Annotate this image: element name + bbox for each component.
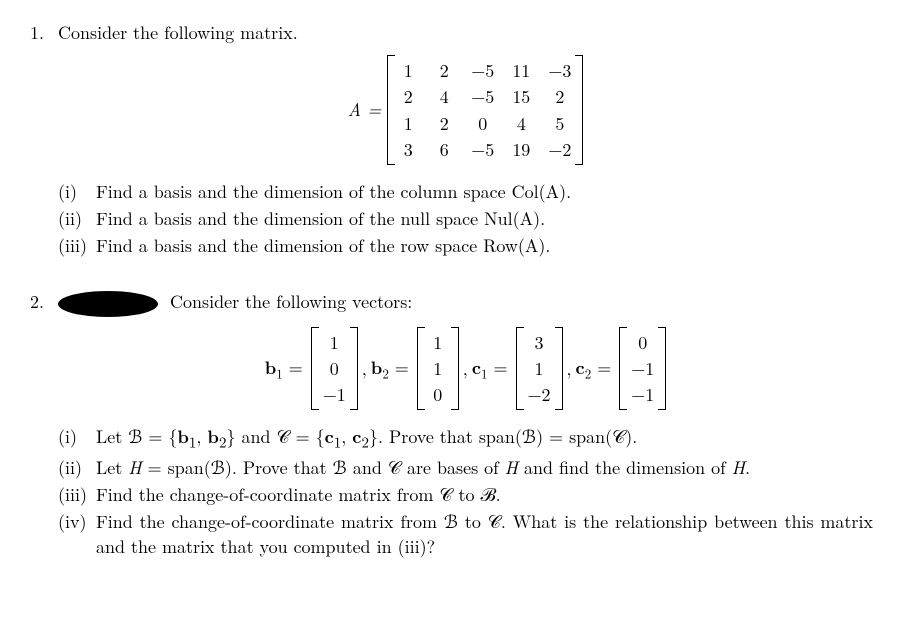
right-bracket <box>575 55 583 165</box>
part-i: (i) Find a basis and the dimension of th… <box>58 179 873 204</box>
part-label: (i) <box>58 179 96 204</box>
matrix-cells: 12−511−324−51521204536−519−2 <box>395 55 575 165</box>
separator: , <box>463 356 468 381</box>
matrix-cell: 11 <box>512 58 530 83</box>
problem-2: 2. Consider the following vectors: b1 = … <box>30 289 873 562</box>
part-text: Find a basis and the dimension of the ro… <box>96 233 873 258</box>
problem-intro-line: Consider the following vectors: <box>58 289 873 317</box>
part-label: (ii) <box>58 206 96 231</box>
vector-cell: 1 <box>528 356 551 381</box>
vector-cell: 0 <box>631 330 654 355</box>
matrix-cell: −5 <box>471 58 494 83</box>
vector-cell: 1 <box>429 330 447 355</box>
left-bracket <box>387 55 395 165</box>
vector-cells: 10−1 <box>319 327 350 411</box>
matrix-cell: 15 <box>512 84 530 109</box>
vector-cell: −2 <box>528 382 551 407</box>
matrix-cell: −5 <box>471 137 494 162</box>
problem-body: Consider the following matrix. A = 12−51… <box>58 20 873 261</box>
part-iii: (iii) Find a basis and the dimension of … <box>58 233 873 258</box>
vector-label: c1 = <box>472 355 508 383</box>
matrix-cell: 19 <box>512 137 530 162</box>
problem-parts: (i) Find a basis and the dimension of th… <box>58 179 873 259</box>
vector-label: b1 = <box>265 355 303 383</box>
matrix-cell: 2 <box>548 84 571 109</box>
left-bracket <box>619 327 627 411</box>
part-text: Let ℬ = {b1, b2} and 𝒞 = {c1, c2}. Prove… <box>96 424 873 453</box>
matrix-cell: 4 <box>435 84 453 109</box>
part-text: Let H = span(ℬ). Prove that ℬ and 𝒞 are … <box>96 455 873 480</box>
part-ii: (ii) Let H = span(ℬ). Prove that ℬ and 𝒞… <box>58 455 873 480</box>
part-ii: (ii) Find a basis and the dimension of t… <box>58 206 873 231</box>
vector-cell: −1 <box>323 382 346 407</box>
part-iii: (iii) Find the change-of-coordinate matr… <box>58 482 873 507</box>
matrix-cell: −5 <box>471 84 494 109</box>
problem-intro: Consider the following matrix. <box>58 20 873 45</box>
vector-cell: 3 <box>528 330 551 355</box>
part-label: (i) <box>58 424 96 453</box>
matrix-cell: 5 <box>548 111 571 136</box>
part-i: (i) Let ℬ = {b1, b2} and 𝒞 = {c1, c2}. P… <box>58 424 873 453</box>
problem-body: Consider the following vectors: b1 = 10−… <box>58 289 873 562</box>
part-text: Find a basis and the dimension of the co… <box>96 179 873 204</box>
vector-c1: 31−2 <box>516 327 563 411</box>
vector-b2: 110 <box>417 327 459 411</box>
separator: , <box>567 356 572 381</box>
problem-number: 1. <box>30 20 58 261</box>
matrix-cell: 2 <box>435 58 453 83</box>
matrix-cell: −3 <box>548 58 571 83</box>
matrix-cell: 1 <box>399 58 417 83</box>
left-bracket <box>311 327 319 411</box>
vector-label: b2 = <box>371 355 409 383</box>
problem-1: 1. Consider the following matrix. A = 12… <box>30 20 873 261</box>
vector-c2: 0−1−1 <box>619 327 666 411</box>
part-label: (iii) <box>58 482 96 507</box>
separator: , <box>362 356 367 381</box>
matrix-cell: 6 <box>435 137 453 162</box>
matrix-cell: 3 <box>399 137 417 162</box>
vector-cell: 1 <box>429 356 447 381</box>
vector-b1: 10−1 <box>311 327 358 411</box>
vector-cell: −1 <box>631 356 654 381</box>
vector-cell: −1 <box>631 382 654 407</box>
part-iv: (iv) Find the change-of-coordinate matri… <box>58 509 873 559</box>
matrix-cell: 1 <box>399 111 417 136</box>
right-bracket <box>658 327 666 411</box>
part-text: Find a basis and the dimension of the nu… <box>96 206 873 231</box>
vector-cells: 110 <box>425 327 451 411</box>
vector-cells: 31−2 <box>524 327 555 411</box>
redaction-mark <box>58 291 158 317</box>
vector-cell: 0 <box>323 356 346 381</box>
matrix-cell: 2 <box>399 84 417 109</box>
left-bracket <box>417 327 425 411</box>
problem-intro: Consider the following vectors: <box>170 289 412 314</box>
vector-cell: 1 <box>323 330 346 355</box>
part-text: Find the change-of-coordinate matrix fro… <box>96 509 873 559</box>
left-bracket <box>516 327 524 411</box>
problem-parts: (i) Let ℬ = {b1, b2} and 𝒞 = {c1, c2}. P… <box>58 424 873 559</box>
right-bracket <box>555 327 563 411</box>
part-label: (ii) <box>58 455 96 480</box>
matrix-cell: 2 <box>435 111 453 136</box>
problem-number: 2. <box>30 289 58 562</box>
part-label: (iv) <box>58 509 96 559</box>
matrix-cell: −2 <box>548 137 571 162</box>
vector-cells: 0−1−1 <box>627 327 658 411</box>
matrix-cell: 4 <box>512 111 530 136</box>
vector-cell: 0 <box>429 382 447 407</box>
right-bracket <box>451 327 459 411</box>
matrix-definition: A = 12−511−324−51521204536−519−2 <box>58 55 873 165</box>
matrix-A: 12−511−324−51521204536−519−2 <box>387 55 583 165</box>
vector-label: c2 = <box>576 355 612 383</box>
matrix-cell: 0 <box>471 111 494 136</box>
part-label: (iii) <box>58 233 96 258</box>
part-text: Find the change-of-coordinate matrix fro… <box>96 482 873 507</box>
right-bracket <box>350 327 358 411</box>
matrix-label: A = <box>348 97 382 122</box>
vectors-definition: b1 = 10−1 , b2 = 110 , c1 = 31−2 , c2 = … <box>58 327 873 411</box>
